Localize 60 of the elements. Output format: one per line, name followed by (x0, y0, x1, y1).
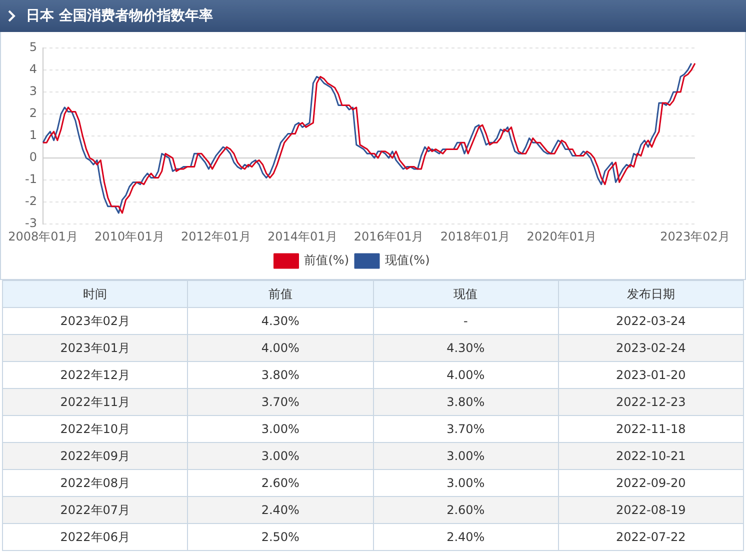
text: 3.00% (373, 470, 558, 496)
text: 2.60% (373, 496, 558, 524)
y-tick-label: -1 (25, 172, 37, 186)
y-tick-label: 1 (29, 128, 37, 142)
text: 现值 (373, 280, 558, 308)
text: 2022-09-20 (558, 470, 744, 496)
chart-title: 日本 全国消费者物价指数年率 (26, 7, 213, 25)
text: 2.50% (188, 524, 373, 550)
legend-label: 现值(%) (385, 253, 430, 268)
legend-label: 前值(%) (304, 253, 349, 268)
text: 2022年07月 (2, 496, 188, 524)
text: 2022年09月 (2, 442, 188, 470)
y-tick-label: 5 (29, 40, 37, 54)
text: 2022-11-18 (558, 416, 744, 442)
text: 3.00% (188, 416, 373, 442)
text: 4.30% (188, 308, 373, 334)
text: 2023年02月 (2, 308, 188, 334)
text: 2022年12月 (2, 362, 188, 388)
text: 2022年11月 (2, 388, 188, 416)
text: 2.40% (373, 524, 558, 550)
text: 3.70% (373, 416, 558, 442)
text: 时间 (2, 280, 188, 308)
text: 前值 (188, 280, 373, 308)
y-tick-label: 2 (29, 106, 37, 120)
text: 4.30% (373, 334, 558, 362)
x-tick-label: 2023年02月 (660, 229, 730, 244)
text: 3.70% (188, 388, 373, 416)
text: 2022-10-21 (558, 442, 744, 470)
text: 3.00% (188, 442, 373, 470)
y-tick-label: 0 (29, 150, 37, 164)
text: - (373, 308, 558, 334)
text: 2022年08月 (2, 470, 188, 496)
text: 2.40% (188, 496, 373, 524)
text: 4.00% (188, 334, 373, 362)
x-tick-label: 2014年01月 (267, 229, 338, 244)
text: 2023-02-24 (558, 334, 744, 362)
x-tick-label: 2010年01月 (94, 229, 164, 244)
text: 2022-08-19 (558, 496, 744, 524)
text: 2022-03-24 (558, 308, 744, 334)
x-tick-label: 2008年01月 (8, 229, 78, 244)
x-tick-label: 2012年01月 (181, 229, 251, 244)
text: 2023年01月 (2, 334, 188, 362)
text: 2022年06月 (2, 524, 188, 550)
x-tick-label: 2018年01月 (440, 229, 510, 244)
text: 3.80% (188, 362, 373, 388)
y-tick-label: -3 (25, 216, 37, 230)
x-tick-label: 2016年01月 (354, 229, 424, 244)
text: 2023-01-20 (558, 362, 744, 388)
text: 2022年10月 (2, 416, 188, 442)
y-tick-label: 4 (29, 62, 37, 76)
text: 发布日期 (558, 280, 744, 308)
text: 4.00% (373, 362, 558, 388)
x-tick-label: 2020年01月 (526, 229, 597, 244)
text: 2.60% (188, 470, 373, 496)
text: 3.80% (373, 388, 558, 416)
text: 3.00% (373, 442, 558, 470)
text: 2022-07-22 (558, 524, 744, 550)
y-tick-label: -2 (25, 194, 37, 208)
y-tick-label: 3 (29, 84, 37, 98)
text: 2022-12-23 (558, 388, 744, 416)
